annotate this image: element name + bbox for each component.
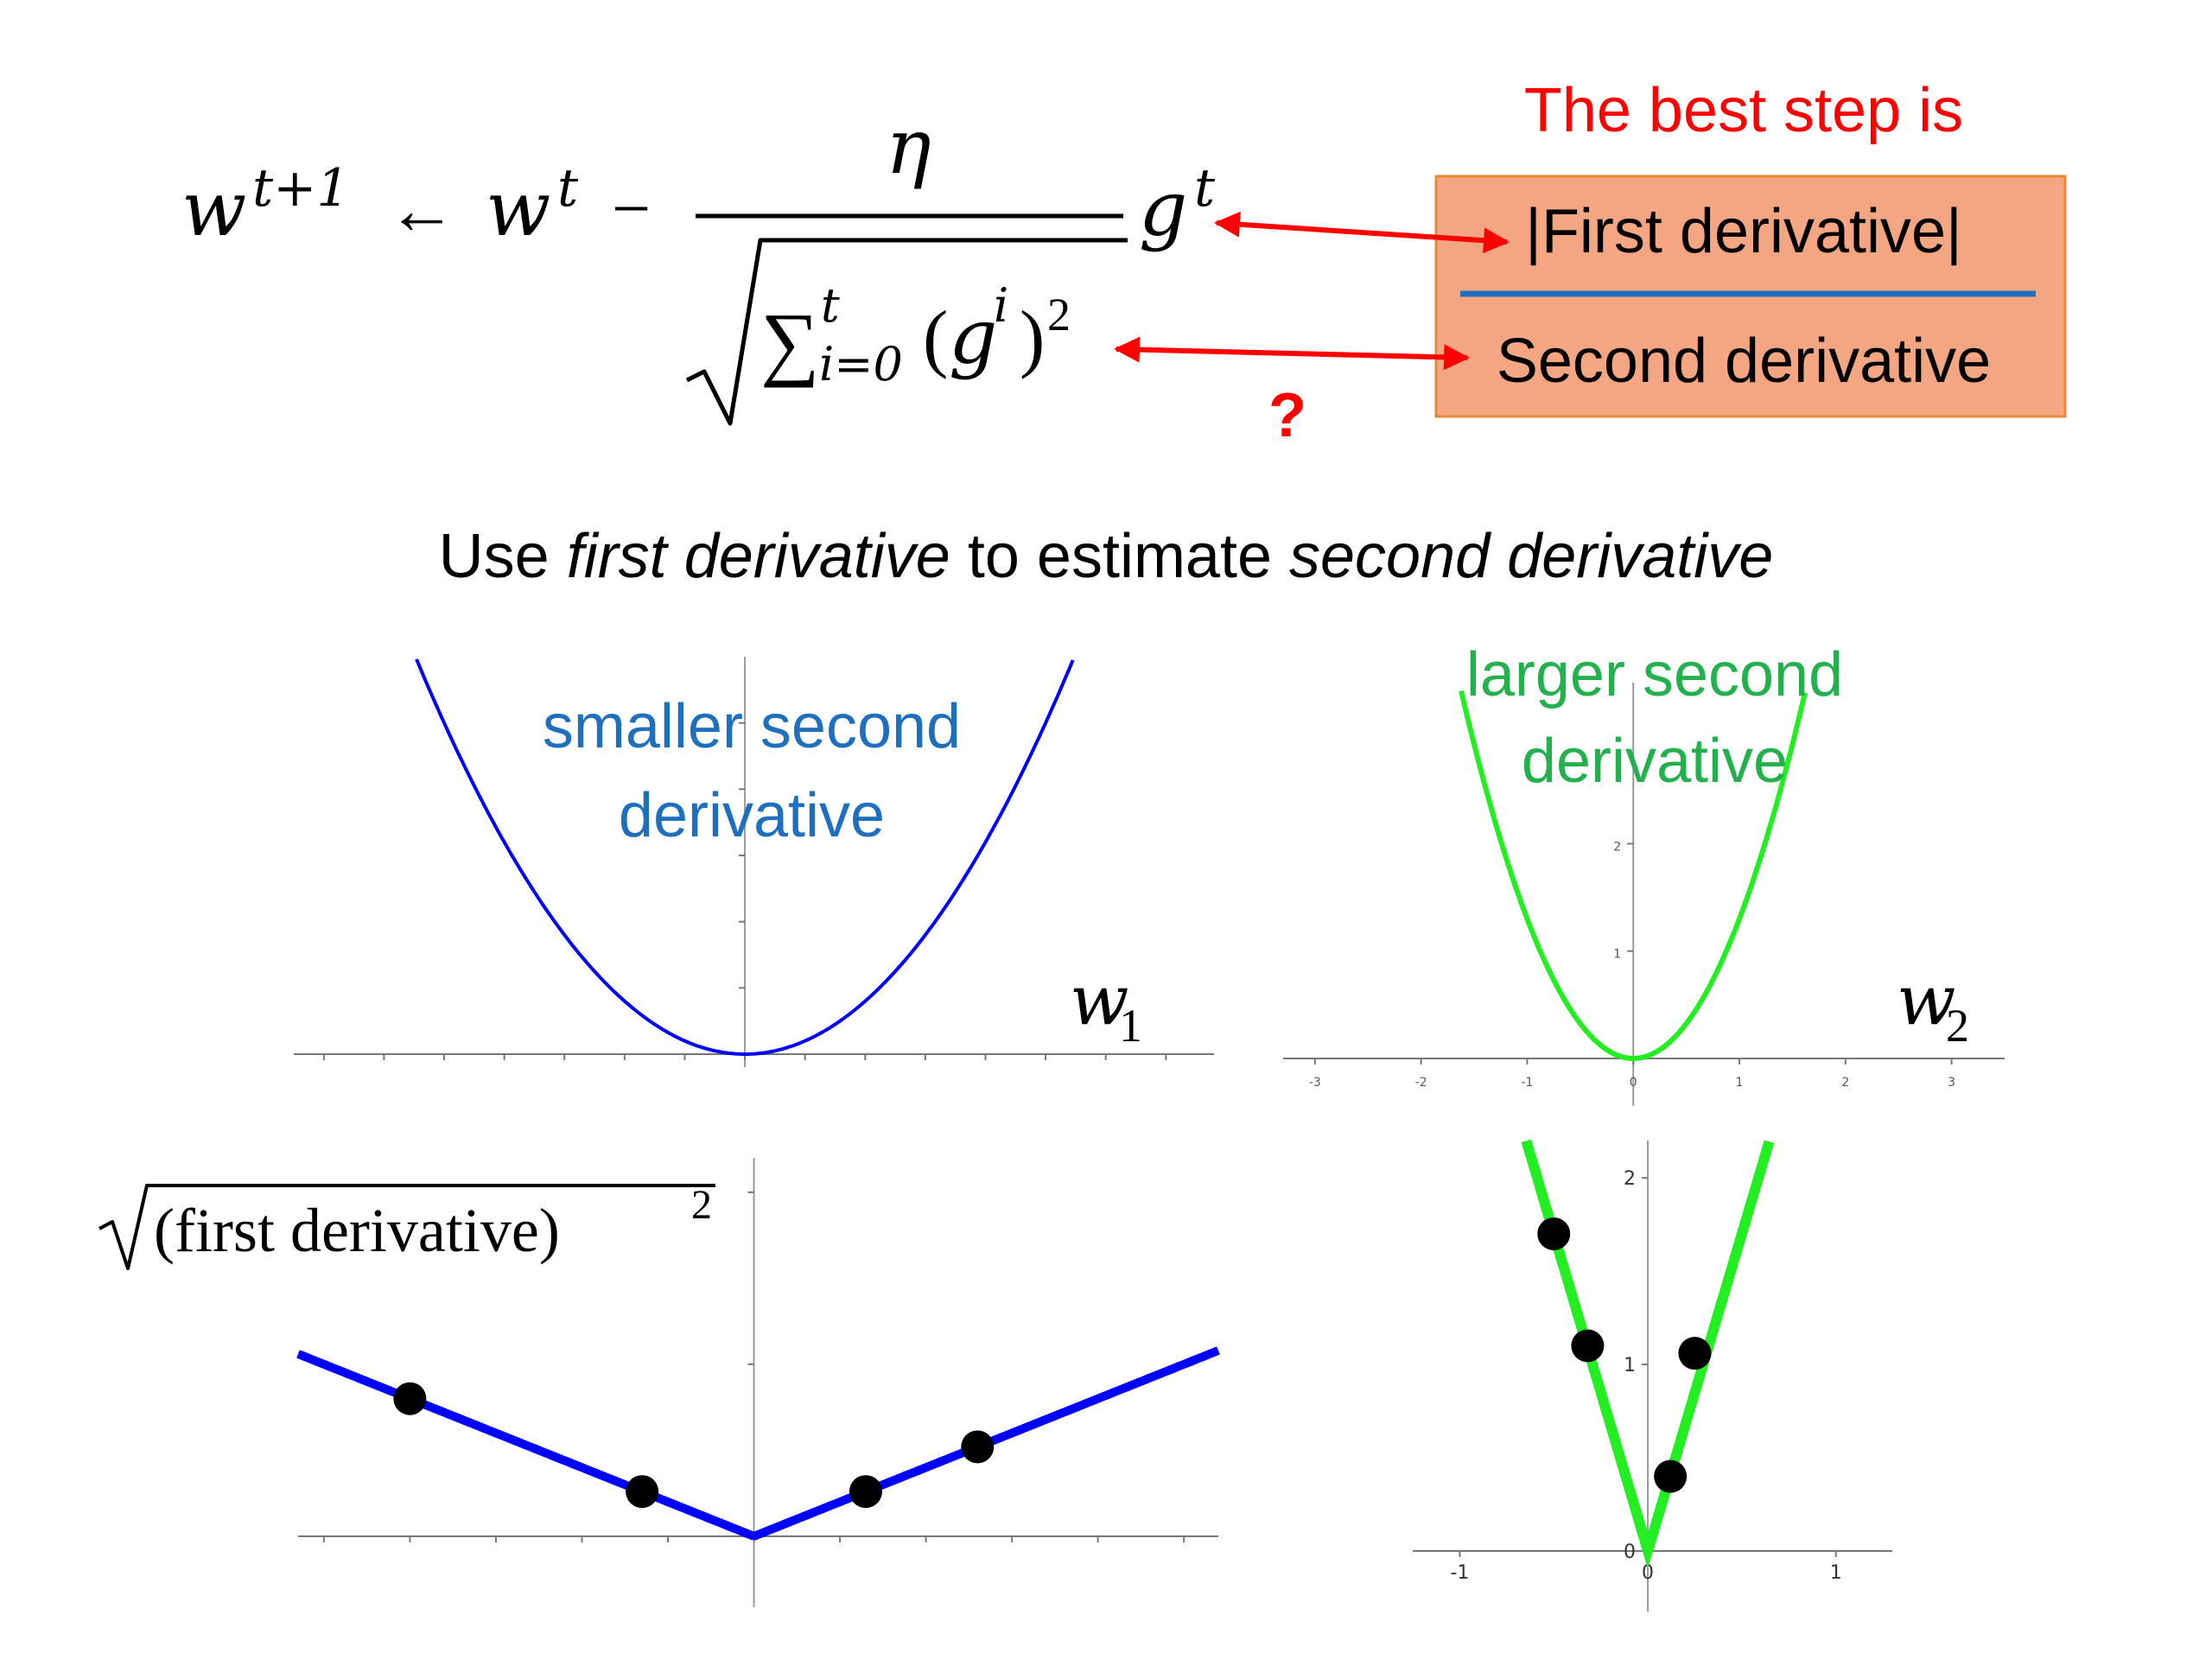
formula-rhs-w: w bbox=[486, 164, 550, 253]
data-point bbox=[1654, 1459, 1688, 1493]
y-tick-label: 1 bbox=[1613, 948, 1621, 962]
data-point bbox=[1537, 1217, 1571, 1250]
data-point bbox=[393, 1382, 427, 1415]
y-tick-label: 1 bbox=[1624, 1355, 1636, 1376]
subtitle-italic2: second derivative bbox=[1289, 522, 1773, 591]
sqrt-symbol bbox=[685, 238, 1128, 426]
sqrt-label-text: (first derivative) bbox=[154, 1196, 560, 1265]
x-tick-label: -3 bbox=[1309, 1076, 1321, 1090]
x-tick-label: 1 bbox=[1736, 1076, 1744, 1090]
x-tick-label: -1 bbox=[1450, 1562, 1469, 1584]
formula-sum-upper: t bbox=[821, 278, 840, 333]
subtitle: Use first derivative to estimate second … bbox=[439, 522, 1774, 591]
x-tick-label: 0 bbox=[1630, 1076, 1637, 1090]
formula-sum-g-superscript: i bbox=[994, 278, 1008, 333]
x-tick-label: -2 bbox=[1415, 1076, 1427, 1090]
data-point bbox=[1678, 1337, 1712, 1370]
x-tick-label: 2 bbox=[1841, 1076, 1849, 1090]
formula-g: g bbox=[1139, 164, 1187, 253]
formula-rhs-superscript: t bbox=[557, 158, 579, 219]
w2-derivative-plot: -1 0 1 0 1 2 bbox=[1413, 1139, 1892, 1611]
best-step-numerator: |First derivative| bbox=[1525, 197, 1962, 266]
adagrad-update-formula: w t+1 ← w t − η g t ∑ t i=0 ( g i ) 2 bbox=[181, 102, 1216, 426]
w2-axis-var: w bbox=[1897, 960, 1955, 1040]
sqrt-label-radical bbox=[99, 1184, 715, 1270]
w2-parabola-label-line2: derivative bbox=[1522, 727, 1788, 796]
w1-derivative-plot: (first derivative) 2 bbox=[99, 1158, 1220, 1607]
w2-derivative-curve bbox=[1521, 1139, 1775, 1568]
w1-parabola-curve bbox=[415, 658, 1075, 1056]
formula-sum-close: ) bbox=[1020, 296, 1045, 380]
formula-sum-power: 2 bbox=[1047, 289, 1071, 340]
w2-derivative-points bbox=[1537, 1217, 1712, 1493]
formula-eta: η bbox=[886, 102, 931, 191]
question-mark: ? bbox=[1268, 381, 1306, 450]
w1-parabola-plot: smaller second derivative w 1 bbox=[294, 657, 1214, 1067]
sqrt-label-power: 2 bbox=[691, 1182, 712, 1228]
formula-sum-lower: i=0 bbox=[819, 337, 903, 391]
w2-parabola-label-line1: larger second bbox=[1466, 640, 1843, 709]
x-tick-label: 0 bbox=[1642, 1562, 1654, 1584]
formula-lhs-superscript: t+1 bbox=[252, 158, 350, 219]
x-tick-label: 3 bbox=[1948, 1076, 1955, 1090]
w1-parabola-label-line1: smaller second bbox=[543, 692, 961, 761]
data-point bbox=[626, 1475, 659, 1509]
w1-axis-sub: 1 bbox=[1119, 1000, 1142, 1052]
formula-lhs-w: w bbox=[181, 164, 246, 253]
arrow-gt-to-first-derivative bbox=[1214, 211, 1510, 254]
w1-parabola-label-line2: derivative bbox=[619, 781, 885, 850]
w1-derivative-points bbox=[393, 1382, 995, 1509]
formula-sum-open: ( bbox=[923, 296, 948, 380]
best-step-title: The best step is bbox=[1524, 76, 1963, 145]
w2-parabola-curve bbox=[1459, 690, 1808, 1061]
x-tick-label: 1 bbox=[1830, 1562, 1842, 1584]
subtitle-part2: to estimate bbox=[950, 522, 1289, 591]
data-point bbox=[849, 1475, 882, 1509]
formula-arrow: ← bbox=[387, 173, 456, 249]
y-tick-label: 0 bbox=[1624, 1541, 1636, 1563]
w1-axis-var: w bbox=[1070, 960, 1128, 1040]
formula-g-superscript: t bbox=[1194, 158, 1216, 219]
subtitle-part1: Use bbox=[439, 522, 567, 591]
subtitle-italic1: first derivative bbox=[567, 522, 950, 591]
data-point bbox=[961, 1430, 995, 1464]
w2-axis-sub: 2 bbox=[1946, 1000, 1969, 1052]
formula-sum-symbol: ∑ bbox=[760, 296, 819, 388]
arrow-sum-to-second-derivative bbox=[1114, 336, 1470, 371]
y-tick-label: 2 bbox=[1613, 840, 1621, 854]
best-step-denominator: Second derivative bbox=[1497, 327, 1991, 396]
y-tick-label: 2 bbox=[1624, 1168, 1636, 1190]
formula-sum-g: g bbox=[949, 292, 997, 381]
x-tick-label: -1 bbox=[1521, 1076, 1533, 1090]
w2-parabola-plot: -3 -2 -1 0 1 2 312 larger second derivative w … bbox=[1283, 640, 2005, 1106]
formula-minus: − bbox=[612, 171, 651, 247]
w1-derivative-curve bbox=[296, 1346, 1220, 1541]
data-point bbox=[1571, 1329, 1605, 1363]
